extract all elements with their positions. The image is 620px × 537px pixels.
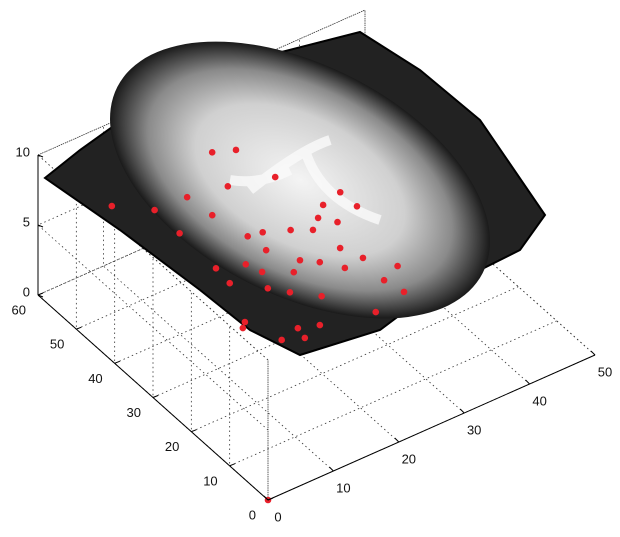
point bbox=[297, 257, 304, 264]
y-tick-label: 40 bbox=[88, 371, 102, 386]
point bbox=[295, 325, 302, 332]
z-tick-label: 10 bbox=[16, 144, 30, 159]
point bbox=[316, 259, 323, 266]
point bbox=[315, 215, 322, 222]
point bbox=[242, 261, 249, 268]
y-tick bbox=[191, 430, 196, 432]
y-tick-label: 10 bbox=[203, 473, 217, 488]
point bbox=[151, 207, 158, 214]
point bbox=[401, 289, 408, 296]
point bbox=[310, 227, 317, 234]
point bbox=[278, 337, 285, 344]
point bbox=[259, 229, 266, 236]
point bbox=[265, 285, 272, 292]
y-tick bbox=[115, 361, 120, 363]
point bbox=[184, 194, 191, 201]
y-tick-label: 30 bbox=[127, 405, 141, 420]
x-tick bbox=[526, 380, 530, 384]
point bbox=[318, 293, 325, 300]
z-tick-label: 0 bbox=[23, 284, 30, 299]
x-tick bbox=[591, 351, 595, 355]
point bbox=[337, 245, 344, 252]
point bbox=[334, 219, 341, 226]
surface bbox=[45, 0, 545, 376]
y-tick bbox=[38, 293, 43, 295]
x-tick-label: 10 bbox=[336, 480, 350, 495]
point bbox=[176, 230, 183, 237]
y-tick bbox=[153, 396, 158, 398]
point bbox=[287, 227, 294, 234]
point bbox=[213, 265, 220, 272]
point bbox=[354, 203, 361, 210]
point bbox=[302, 335, 309, 342]
point bbox=[394, 263, 401, 270]
point bbox=[272, 174, 279, 181]
point bbox=[226, 280, 233, 287]
point bbox=[240, 325, 247, 332]
y-tick bbox=[76, 327, 81, 329]
y-tick bbox=[230, 464, 235, 466]
y-tick-label: 20 bbox=[165, 439, 179, 454]
y-tick-label: 60 bbox=[12, 302, 26, 317]
point bbox=[109, 203, 116, 210]
x-tick bbox=[460, 409, 464, 413]
point bbox=[287, 289, 294, 296]
y-tick-label: 50 bbox=[50, 337, 64, 352]
point bbox=[242, 319, 249, 326]
point bbox=[244, 233, 251, 240]
point bbox=[263, 247, 270, 254]
point bbox=[225, 183, 232, 190]
point bbox=[209, 149, 216, 156]
chart: 0 10 20 30 40 50 0 10 20 30 40 50 60 0 5 10 bbox=[0, 0, 620, 532]
point bbox=[381, 277, 388, 284]
point bbox=[259, 269, 266, 276]
z-tick-label: 5 bbox=[23, 214, 30, 229]
x-tick-label: 50 bbox=[598, 364, 612, 379]
x-tick-label: 40 bbox=[532, 393, 546, 408]
point bbox=[320, 202, 327, 209]
point bbox=[290, 269, 297, 276]
y-tick-label: 0 bbox=[249, 507, 256, 522]
point bbox=[209, 212, 216, 219]
point bbox=[372, 309, 379, 316]
x-tick-label: 30 bbox=[467, 422, 481, 437]
point bbox=[342, 265, 349, 272]
point bbox=[233, 147, 240, 154]
x-tick bbox=[395, 438, 399, 442]
x-tick-label: 20 bbox=[402, 451, 416, 466]
point bbox=[317, 322, 324, 329]
x-tick bbox=[329, 467, 333, 471]
point bbox=[337, 189, 344, 196]
x-tick-label: 0 bbox=[274, 509, 281, 524]
point bbox=[360, 255, 367, 262]
